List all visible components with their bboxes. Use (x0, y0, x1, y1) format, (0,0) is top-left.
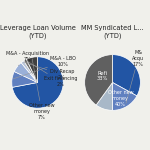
Wedge shape (14, 63, 38, 82)
Text: M&
Acqu
17%: M& Acqu 17% (126, 50, 144, 103)
Title: MM Syndicated L...
(YTD): MM Syndicated L... (YTD) (81, 25, 144, 39)
Text: Exit financing
2%: Exit financing 2% (26, 61, 77, 87)
Text: Other new
money
7%: Other new money 7% (29, 59, 55, 120)
Text: Div Recap
2%: Div Recap 2% (24, 62, 74, 80)
Title: Leverage Loan Volume
(YTD): Leverage Loan Volume (YTD) (0, 25, 75, 39)
Text: Other new
money
40%: Other new money 40% (108, 90, 133, 107)
Text: M&A - LBO
10%: M&A - LBO 10% (13, 56, 76, 79)
Text: Refi
33%: Refi 33% (97, 71, 108, 81)
Wedge shape (85, 55, 112, 105)
Wedge shape (112, 55, 140, 96)
Text: M&A - Acquisition
7%: M&A - Acquisition 7% (6, 51, 49, 66)
Wedge shape (27, 57, 38, 82)
Wedge shape (24, 59, 38, 82)
Wedge shape (96, 82, 112, 110)
Wedge shape (12, 72, 38, 87)
Wedge shape (12, 57, 63, 108)
Wedge shape (112, 82, 137, 110)
Wedge shape (21, 61, 38, 83)
